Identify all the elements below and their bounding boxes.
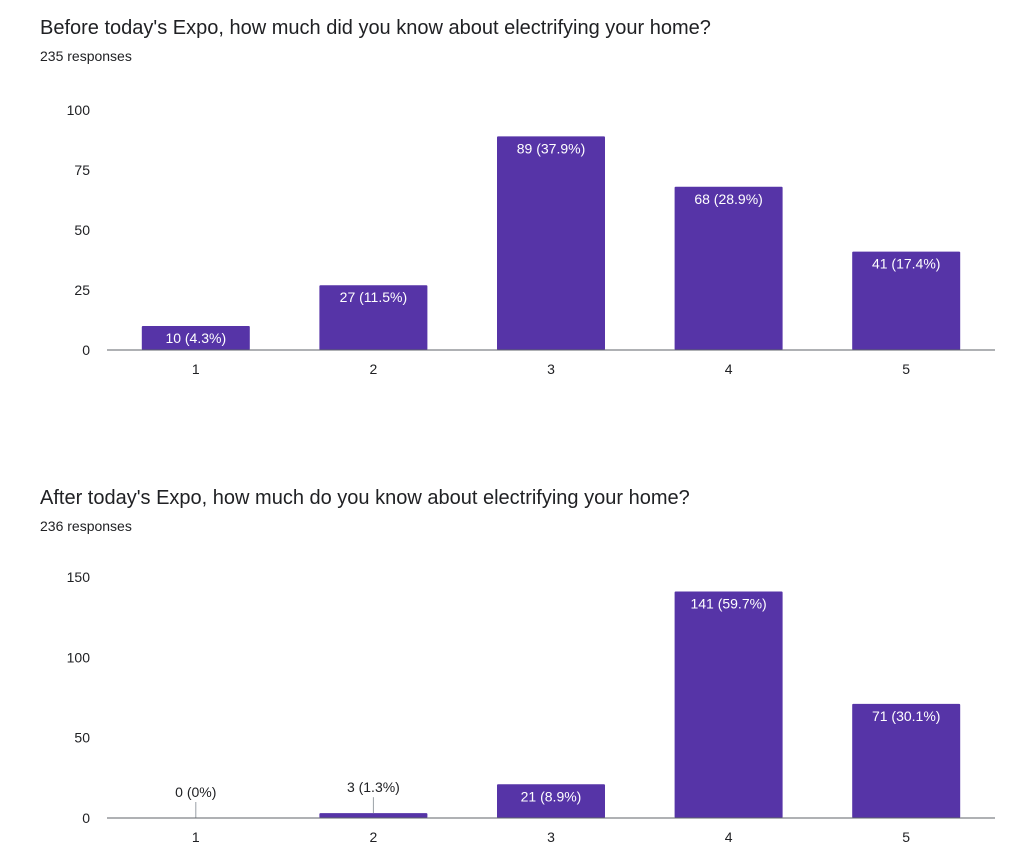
- y-tick-label: 150: [67, 569, 91, 585]
- y-tick-label: 100: [67, 649, 91, 665]
- chart-after-expo: 0 50 100 150 0 (0%) 1 3 (1.3%) 2 21 (8.9%) 3 141 (…: [0, 470, 1024, 863]
- y-tick-label: 100: [67, 102, 91, 118]
- bar-2: [319, 813, 428, 818]
- y-tick-label: 25: [74, 282, 90, 298]
- data-label-4: 68 (28.9%): [694, 191, 762, 207]
- data-label-4: 141 (59.7%): [690, 595, 766, 611]
- x-tick-label: 2: [370, 829, 378, 845]
- data-label-2: 27 (11.5%): [340, 289, 407, 305]
- data-label-2: 3 (1.3%): [347, 779, 400, 795]
- bar-4: [674, 591, 783, 818]
- data-label-1: 10 (4.3%): [165, 330, 226, 346]
- bar-1: [141, 326, 250, 350]
- data-label-5: 41 (17.4%): [872, 256, 940, 272]
- data-label-3: 89 (37.9%): [517, 140, 585, 156]
- chart-before-expo: 0 25 50 75 100 10 (4.3%) 1 27 (11.5%) 2 89 (37.9%…: [0, 0, 1024, 430]
- x-tick-label: 1: [192, 829, 200, 845]
- bar-4: [674, 186, 783, 350]
- x-tick-label: 3: [547, 829, 555, 845]
- x-tick-label: 5: [902, 829, 910, 845]
- x-tick-label: 5: [902, 361, 910, 377]
- data-label-5: 71 (30.1%): [872, 708, 940, 724]
- x-tick-label: 4: [725, 829, 733, 845]
- y-tick-label: 0: [82, 810, 90, 826]
- x-tick-label: 4: [725, 361, 733, 377]
- x-tick-label: 3: [547, 361, 555, 377]
- data-label-3: 21 (8.9%): [521, 788, 582, 804]
- y-tick-label: 50: [74, 222, 90, 238]
- chart-before-title: Before today's Expo, how much did you kn…: [40, 17, 711, 39]
- y-tick-label: 50: [74, 730, 90, 746]
- x-tick-label: 2: [370, 361, 378, 377]
- chart-before-response-count: 235 responses: [40, 48, 132, 64]
- chart-after-plot: 0 50 100 150 0 (0%) 1 3 (1.3%) 2 21 (8.9%) 3 141 (…: [67, 569, 995, 845]
- bar-3: [497, 784, 605, 818]
- chart-after-title: After today's Expo, how much do you know…: [40, 487, 690, 509]
- data-label-1: 0 (0%): [175, 784, 216, 800]
- x-tick-label: 1: [192, 361, 200, 377]
- y-tick-label: 0: [82, 342, 90, 358]
- bar-3: [497, 136, 605, 350]
- y-tick-label: 75: [74, 162, 90, 178]
- bar-5: [852, 251, 961, 350]
- bar-5: [852, 703, 961, 818]
- chart-before-plot: 0 25 50 75 100 10 (4.3%) 1 27 (11.5%) 2 89 (37.9%…: [67, 102, 995, 377]
- chart-after-response-count: 236 responses: [40, 518, 132, 534]
- bar-2: [319, 285, 428, 350]
